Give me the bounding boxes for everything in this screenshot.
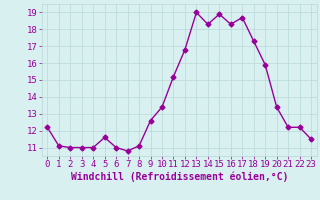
X-axis label: Windchill (Refroidissement éolien,°C): Windchill (Refroidissement éolien,°C)	[70, 172, 288, 182]
